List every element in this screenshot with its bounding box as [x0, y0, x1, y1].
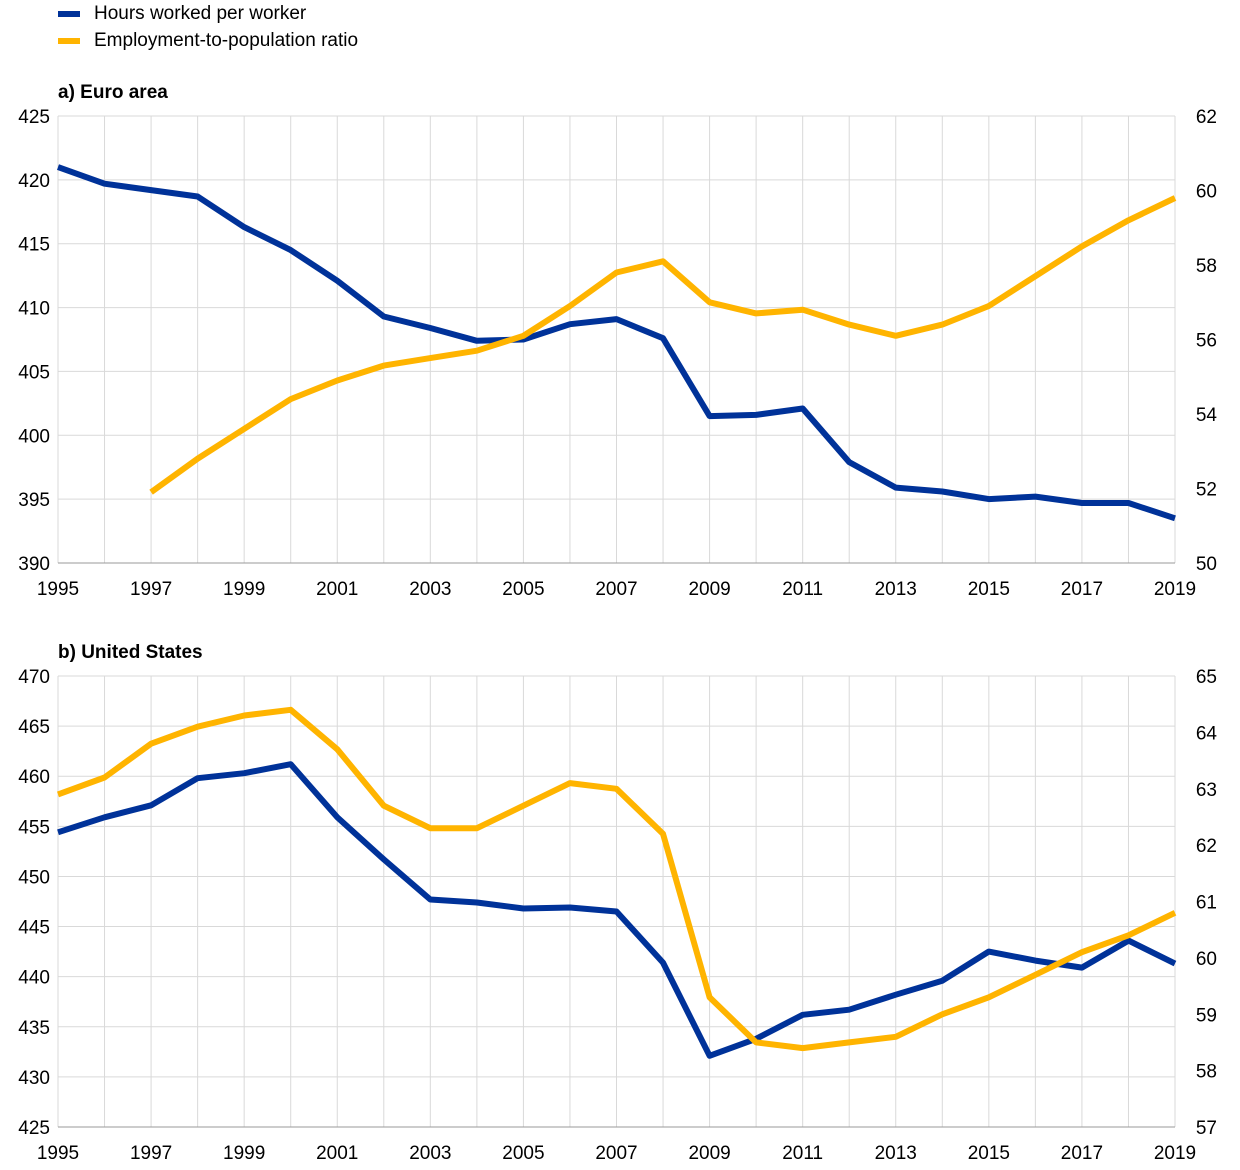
y-right-tick-label: 62 [1196, 836, 1217, 857]
y-left-tick-label: 425 [18, 1118, 50, 1139]
y-left-tick-label: 435 [18, 1018, 50, 1039]
y-left-tick-label: 465 [18, 717, 50, 738]
series-line-employment-united-states [56, 706, 1177, 1052]
x-tick-label: 2009 [688, 579, 730, 600]
y-left-tick-label: 445 [18, 918, 50, 939]
y-right-tick-label: 63 [1196, 780, 1217, 801]
y-left-tick-label: 425 [18, 107, 50, 128]
y-right-tick-label: 58 [1196, 1062, 1217, 1083]
y-left-tick-label: 415 [18, 235, 50, 256]
y-right-tick-label: 65 [1196, 667, 1217, 688]
y-left-tick-label: 410 [18, 299, 50, 320]
y-right-tick-label: 50 [1196, 554, 1217, 575]
y-right-tick-label: 58 [1196, 256, 1217, 277]
y-left-tick-label: 395 [18, 490, 50, 511]
y-right-tick-label: 60 [1196, 949, 1217, 970]
x-tick-label: 2019 [1154, 579, 1196, 600]
x-tick-label: 1997 [130, 579, 172, 600]
x-tick-label: 2011 [782, 1143, 823, 1164]
x-tick-label: 2009 [688, 1143, 730, 1164]
y-left-tick-label: 470 [18, 667, 50, 688]
x-tick-label: 2013 [875, 1143, 917, 1164]
y-right-tick-label: 59 [1196, 1005, 1217, 1026]
y-left-tick-label: 405 [18, 362, 50, 383]
y-left-tick-label: 455 [18, 817, 50, 838]
series-line-hours-united-states [57, 761, 1177, 1059]
x-tick-label: 1999 [223, 579, 265, 600]
x-tick-label: 2015 [968, 1143, 1010, 1164]
y-right-tick-label: 61 [1196, 893, 1217, 914]
x-tick-label: 2017 [1061, 1143, 1103, 1164]
x-tick-label: 2015 [968, 579, 1010, 600]
x-tick-label: 2007 [595, 579, 637, 600]
y-left-tick-label: 400 [18, 426, 50, 447]
x-tick-label: 1995 [37, 1143, 79, 1164]
x-tick-label: 2005 [502, 1143, 544, 1164]
panel-title-euro-area: a) Euro area [58, 82, 168, 103]
panel-united-states: b) United States 425 430 435 440 445 450 455 46… [18, 642, 1217, 1164]
x-tick-label: 2003 [409, 579, 451, 600]
x-tick-label: 1999 [223, 1143, 265, 1164]
x-tick-label: 2001 [316, 1143, 358, 1164]
y-left-tick-label: 460 [18, 767, 50, 788]
y-right-tick-label: 60 [1196, 182, 1217, 203]
y-right-tick-label: 52 [1196, 480, 1217, 501]
x-tick-label: 1995 [37, 579, 79, 600]
legend-swatch-hours [58, 11, 80, 17]
x-tick-label: 2011 [782, 579, 823, 600]
y-right-tick-label: 62 [1196, 107, 1217, 128]
y-left-tick-label: 420 [18, 171, 50, 192]
x-tick-label: 1997 [130, 1143, 172, 1164]
gridlines [57, 675, 1176, 1128]
y-left-tick-label: 450 [18, 867, 50, 888]
y-left-tick-label: 430 [18, 1068, 50, 1089]
legend-swatch-employment [58, 38, 80, 44]
series-line-hours-euro-area [56, 164, 1176, 522]
x-tick-label: 2013 [875, 579, 917, 600]
y-right-tick-label: 57 [1196, 1118, 1217, 1139]
y-left-tick-label: 440 [18, 968, 50, 989]
x-tick-label: 2017 [1061, 579, 1103, 600]
y-right-tick-label: 54 [1196, 405, 1218, 426]
panel-title-united-states: b) United States [58, 642, 203, 663]
x-tick-label: 2003 [409, 1143, 451, 1164]
x-tick-label: 2007 [595, 1143, 637, 1164]
gridlines [57, 115, 1176, 564]
x-tick-label: 2019 [1154, 1143, 1196, 1164]
panel-euro-area: a) Euro area 390 395 400 405 410 415 420 425 50 5… [18, 82, 1217, 600]
y-right-tick-label: 64 [1196, 723, 1218, 744]
legend-label-employment: Employment-to-population ratio [94, 30, 359, 51]
x-tick-label: 2001 [316, 579, 358, 600]
legend-label-hours: Hours worked per worker [94, 3, 307, 24]
y-right-tick-label: 56 [1196, 331, 1217, 352]
y-left-tick-label: 390 [18, 554, 50, 575]
series-line-employment-euro-area [149, 195, 1177, 495]
x-tick-label: 2005 [502, 579, 544, 600]
